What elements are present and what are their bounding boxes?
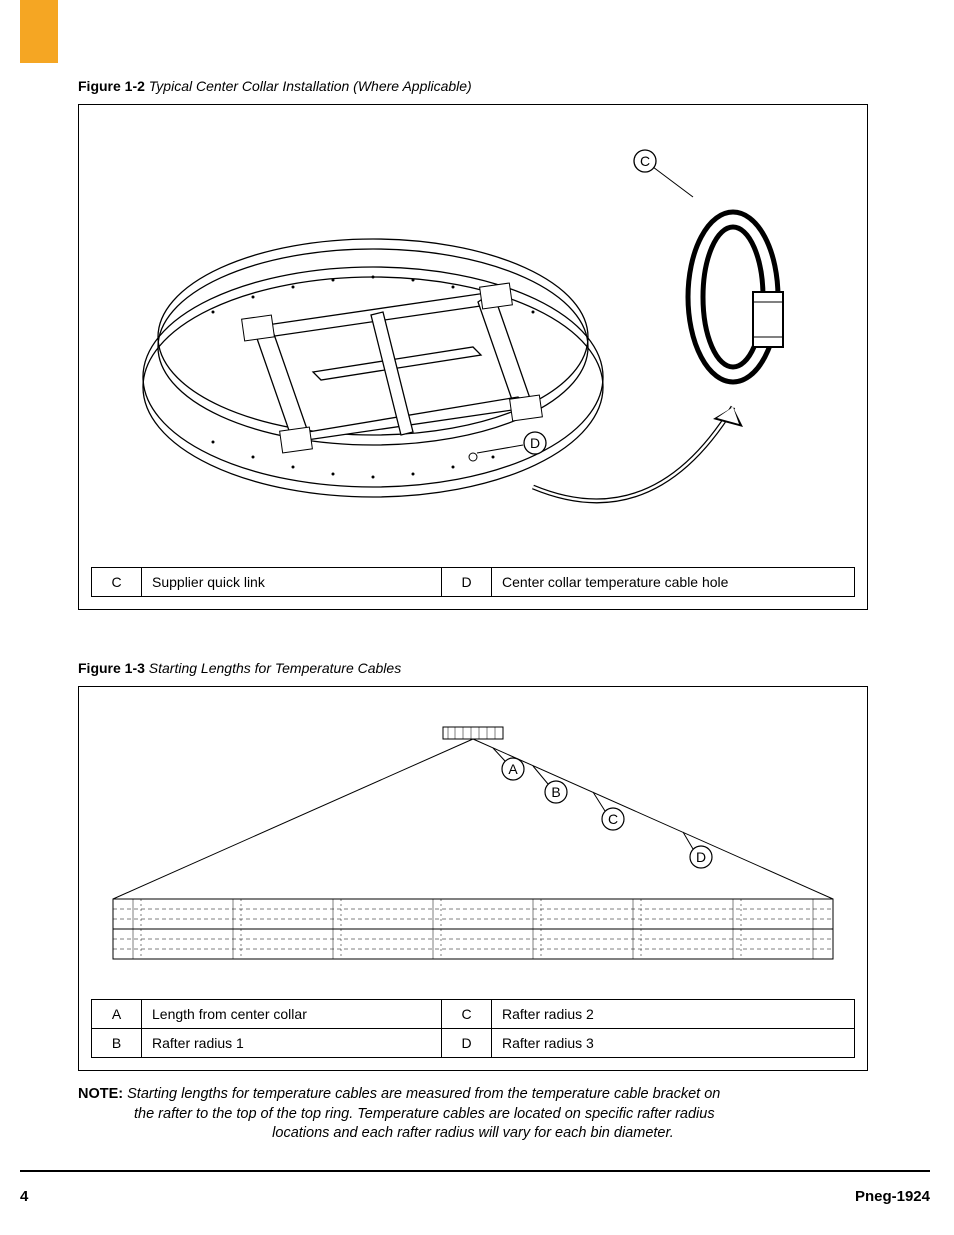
table-row: B Rafter radius 1 D Rafter radius 3 [92, 1029, 855, 1058]
legend-value: Rafter radius 3 [492, 1029, 855, 1058]
legend-value: Rafter radius 2 [492, 1000, 855, 1029]
footer-rule [20, 1170, 930, 1172]
callout-a: A [508, 761, 518, 777]
legend-value: Center collar temperature cable hole [492, 568, 855, 597]
table-row: A Length from center collar C Rafter rad… [92, 1000, 855, 1029]
note-text-3: locations and each rafter radius will va… [78, 1124, 868, 1144]
table-row: C Supplier quick link D Center collar te… [92, 568, 855, 597]
legend-key: C [442, 1000, 492, 1029]
figure-1-3-label: Figure 1-3 [78, 660, 145, 676]
document-id: Pneg-1924 [855, 1188, 930, 1205]
figure-1-3-title: Starting Lengths for Temperature Cables [149, 660, 401, 676]
legend-key: B [92, 1029, 142, 1058]
page-number: 4 [20, 1188, 28, 1205]
figure-1-2-box: D C C Supplier qui [78, 104, 868, 610]
legend-key: A [92, 1000, 142, 1029]
figure-1-3-note: NOTE: Starting lengths for temperature c… [78, 1085, 868, 1144]
figure-1-3-caption: Figure 1-3 Starting Lengths for Temperat… [78, 660, 868, 676]
callout-c2: C [608, 811, 618, 827]
legend-value: Rafter radius 1 [142, 1029, 442, 1058]
note-text-2: the rafter to the top of the top ring. T… [78, 1105, 868, 1125]
legend-key: D [442, 568, 492, 597]
note-text-1: Starting lengths for temperature cables … [127, 1086, 720, 1102]
figure-1-2-diagram: D C [91, 117, 855, 557]
note-label: NOTE: [78, 1086, 123, 1102]
margin-accent-bar [20, 0, 58, 63]
page-content: Figure 1-2 Typical Center Collar Install… [78, 78, 868, 1144]
legend-value: Supplier quick link [142, 568, 442, 597]
figure-1-2-legend: C Supplier quick link D Center collar te… [91, 567, 855, 597]
figure-1-3-diagram: A B C D [91, 699, 855, 989]
callout-d: D [530, 435, 540, 451]
callout-c: C [640, 153, 650, 169]
figure-1-2-title: Typical Center Collar Installation (Wher… [149, 78, 472, 94]
callout-d2: D [696, 849, 706, 865]
figure-1-3-legend: A Length from center collar C Rafter rad… [91, 999, 855, 1058]
callout-b: B [551, 784, 560, 800]
legend-value: Length from center collar [142, 1000, 442, 1029]
figure-1-2-caption: Figure 1-2 Typical Center Collar Install… [78, 78, 868, 94]
legend-key: C [92, 568, 142, 597]
legend-key: D [442, 1029, 492, 1058]
figure-1-3-box: A B C D A Length from center collar C Ra… [78, 686, 868, 1071]
figure-1-2-label: Figure 1-2 [78, 78, 145, 94]
